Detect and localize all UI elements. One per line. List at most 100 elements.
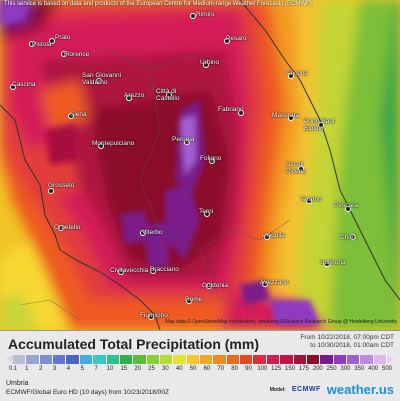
scale-min-arrow [6, 354, 13, 364]
city-label-viterbo[interactable]: Viterbo [142, 229, 163, 236]
city-dot [264, 234, 270, 240]
city-dot [48, 188, 54, 194]
weatherus-logo[interactable]: weather.us [326, 382, 394, 397]
city-dot [298, 166, 304, 172]
city-dot [186, 298, 192, 304]
ecmwf-logo[interactable]: ECMWF [291, 386, 321, 393]
city-dot [140, 230, 146, 236]
scale-cell [320, 354, 334, 364]
city-dot [262, 281, 268, 287]
scale-tick-label: 90 [245, 366, 252, 372]
city-label-pescara[interactable]: Pescara [334, 202, 358, 209]
legend-title: Accumulated Total Precipitation (mm) [8, 336, 259, 352]
city-dot [118, 269, 124, 275]
city-dot [150, 268, 156, 274]
scale-tick-label: 15 [120, 366, 128, 372]
scale-cell [186, 354, 201, 364]
scale-cell [346, 354, 361, 364]
city-label-rome[interactable]: Rome [185, 296, 203, 303]
scale-cell [373, 354, 388, 364]
city-label-prato[interactable]: Prato [55, 34, 71, 41]
city-label-laquila[interactable]: L'Aquila [262, 232, 285, 239]
city-dot [345, 206, 351, 212]
city-dot [98, 143, 104, 149]
city-dot [324, 261, 330, 267]
city-label-florence[interactable]: Florence [64, 51, 90, 58]
city-dot [224, 38, 230, 44]
scale-cell [360, 354, 374, 364]
scale-cell [119, 354, 134, 364]
scale-tick-label: 80 [231, 366, 238, 372]
city-label-foligno[interactable]: Foligno [200, 155, 222, 162]
city-label-rimini[interactable]: Rimini [196, 11, 215, 18]
scale-cell [333, 354, 347, 364]
scale-cell [133, 354, 147, 364]
city-dot [238, 110, 244, 116]
city-label-porto-san-elpidio[interactable]: Porto Sant Elpidio [304, 118, 335, 132]
city-dot [190, 13, 196, 19]
scale-cell [66, 354, 80, 364]
scale-tick-label: 20 [134, 366, 141, 372]
city-dot [10, 84, 16, 90]
city-label-arezzo[interactable]: Arezzo [124, 92, 145, 99]
city-label-sulmona[interactable]: Sulmona [320, 259, 346, 266]
model-label: Model: [269, 386, 286, 393]
city-dot [184, 139, 190, 145]
scale-tick-label: 125 [271, 366, 282, 372]
city-label-fiumicino[interactable]: Fiumicino [140, 312, 168, 319]
precipitation-map[interactable]: This service is based on data and produc… [0, 0, 400, 331]
city-label-macerata[interactable]: Macerata [272, 112, 300, 119]
scale-cell [93, 354, 107, 364]
city-label-san-giovanni[interactable]: San Giovanni Valdarno [82, 72, 122, 86]
city-label-pistoia[interactable]: Pistoia [32, 41, 52, 48]
map-attribution: Map data © OpenStreetMap contributors, r… [165, 319, 397, 325]
city-dot [29, 41, 35, 47]
city-label-orbetello[interactable]: Orbetello [54, 224, 81, 231]
scale-cell [13, 354, 27, 364]
scale-tick-label: 7 [94, 366, 98, 372]
city-dot [350, 234, 356, 240]
scale-cell [159, 354, 174, 364]
scale-cell [53, 354, 67, 364]
city-label-teramo[interactable]: Teramo [300, 196, 322, 203]
scale-tick-label: 1 [25, 366, 29, 372]
scale-cell [226, 354, 241, 364]
scale-tick-label: 200 [312, 366, 323, 372]
city-dot [148, 314, 154, 320]
city-label-grosseto[interactable]: Grosseto [48, 182, 75, 189]
city-label-guidonia[interactable]: Guidonia [202, 282, 229, 289]
city-label-ascoli-piceno[interactable]: Ascoli Piceno [286, 161, 306, 175]
scale-tick-label: 2 [39, 366, 43, 372]
valid-from: From 10/22/2018, 07:00pm CDT [300, 334, 394, 341]
city-label-ancona[interactable]: Ancona [286, 70, 309, 77]
scale-tick-label: 300 [340, 366, 351, 372]
city-label-siena[interactable]: Siena [70, 111, 87, 118]
valid-to: to 10/30/2018, 01:00am CDT [310, 342, 394, 349]
city-dot [306, 198, 312, 204]
city-label-fabriano[interactable]: Fabriano [218, 106, 244, 113]
city-dot [96, 78, 102, 84]
scale-cell [266, 354, 281, 364]
city-dot [318, 122, 324, 128]
city-label-montepulciano[interactable]: Montepulciano [92, 140, 135, 147]
city-label-chieti[interactable]: Chieti [340, 234, 357, 241]
color-scale-bar [6, 353, 395, 365]
city-label-avezzano[interactable]: Avezzano [260, 279, 289, 286]
city-dot [61, 51, 67, 57]
scale-cell [106, 354, 120, 364]
city-label-bracciano[interactable]: Bracciano [150, 266, 179, 273]
city-label-citta-di-castello[interactable]: Città di Castello [156, 88, 180, 102]
city-label-pesaro[interactable]: Pesaro [226, 35, 247, 42]
city-dot [288, 115, 294, 121]
scale-cell [39, 354, 54, 364]
scale-cell [240, 354, 254, 364]
scale-tick-label: 50 [189, 366, 197, 372]
city-label-perugia[interactable]: Perugia [172, 136, 195, 143]
city-label-civitavecchia[interactable]: Civitavecchia [110, 267, 149, 274]
scale-tick-label: 70 [217, 366, 225, 372]
city-dot [203, 62, 209, 68]
scale-cell [253, 354, 267, 364]
city-label-terni[interactable]: Terni [199, 208, 214, 215]
city-label-cascina[interactable]: Cascina [12, 81, 36, 88]
city-label-urbino[interactable]: Urbino [200, 59, 220, 66]
